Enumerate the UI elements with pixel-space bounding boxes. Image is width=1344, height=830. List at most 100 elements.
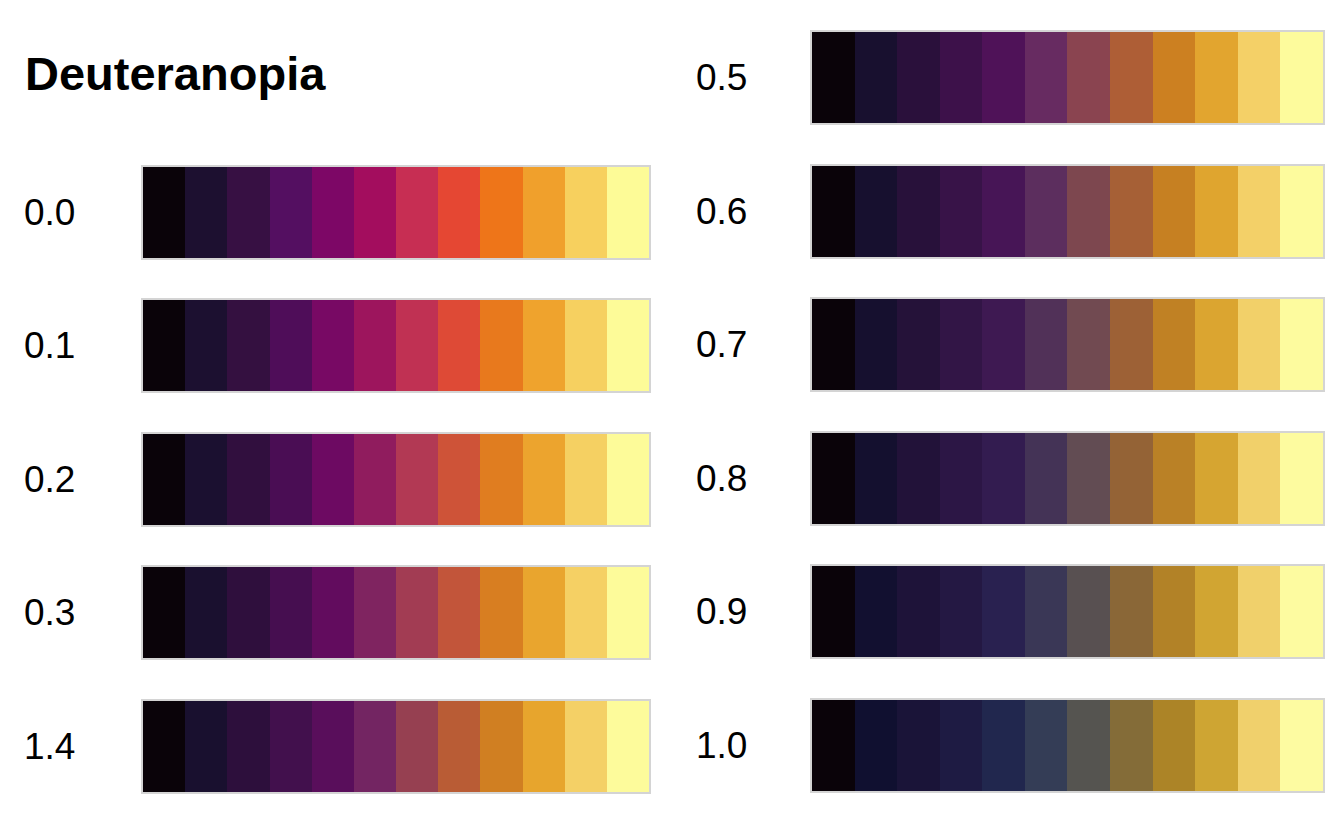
severity-label: 0.9 [696,564,786,659]
color-swatch [523,434,565,525]
color-swatch [1153,299,1196,390]
color-swatch [1067,166,1110,257]
color-swatch [354,434,396,525]
color-swatch [855,166,898,257]
color-swatch [1110,433,1153,524]
severity-label: 0.8 [696,431,786,526]
color-swatch [897,166,940,257]
color-swatch [1110,566,1153,657]
color-swatch [438,167,480,258]
color-swatch [1238,700,1281,791]
color-swatch [480,167,522,258]
color-swatch [143,300,185,391]
palette-swatch-bar [141,699,651,794]
color-swatch [396,434,438,525]
color-swatch [396,300,438,391]
color-swatch [1238,32,1281,123]
figure-canvas: Deuteranopia 0.00.10.20.31.40.50.60.70.8… [0,0,1344,830]
color-swatch [143,434,185,525]
color-swatch [185,167,227,258]
color-swatch [1195,566,1238,657]
color-swatch [812,433,855,524]
color-swatch [227,167,269,258]
color-swatch [1110,299,1153,390]
color-swatch [607,300,649,391]
color-swatch [143,567,185,658]
color-swatch [1067,700,1110,791]
palette-swatch-bar [141,565,651,660]
color-swatch [565,434,607,525]
color-swatch [1280,166,1323,257]
color-swatch [185,300,227,391]
color-swatch [227,567,269,658]
severity-label: 0.3 [24,565,114,660]
color-swatch [312,300,354,391]
color-swatch [982,299,1025,390]
color-swatch [312,167,354,258]
color-swatch [523,701,565,792]
severity-label: 0.1 [24,298,114,393]
color-swatch [565,567,607,658]
color-swatch [1110,700,1153,791]
color-swatch [1025,299,1068,390]
color-swatch [607,434,649,525]
palette-swatch-bar [141,432,651,527]
color-swatch [185,434,227,525]
color-swatch [480,434,522,525]
color-swatch [396,701,438,792]
severity-label: 1.4 [24,699,114,794]
color-swatch [1025,566,1068,657]
color-swatch [812,166,855,257]
color-swatch [855,32,898,123]
color-swatch [227,701,269,792]
color-swatch [982,166,1025,257]
color-swatch [1153,566,1196,657]
color-swatch [982,700,1025,791]
color-swatch [1153,433,1196,524]
color-swatch [940,299,983,390]
color-swatch [270,701,312,792]
color-swatch [897,700,940,791]
color-swatch [270,167,312,258]
color-swatch [354,567,396,658]
color-swatch [1195,433,1238,524]
color-swatch [812,566,855,657]
severity-label: 0.7 [696,297,786,392]
color-swatch [565,167,607,258]
figure-title: Deuteranopia [25,50,325,97]
color-swatch [1280,700,1323,791]
color-swatch [940,32,983,123]
color-swatch [1067,299,1110,390]
color-swatch [438,701,480,792]
color-swatch [480,701,522,792]
color-swatch [312,567,354,658]
color-swatch [396,167,438,258]
color-swatch [1238,566,1281,657]
color-swatch [855,299,898,390]
color-swatch [312,434,354,525]
color-swatch [1110,166,1153,257]
color-swatch [982,32,1025,123]
color-swatch [480,567,522,658]
severity-label: 0.5 [696,30,786,125]
color-swatch [523,300,565,391]
color-swatch [565,300,607,391]
color-swatch [1195,166,1238,257]
color-swatch [812,299,855,390]
color-swatch [1110,32,1153,123]
color-swatch [312,701,354,792]
severity-label: 0.0 [24,165,114,260]
color-swatch [227,434,269,525]
color-swatch [1280,299,1323,390]
color-swatch [1238,166,1281,257]
color-swatch [1067,566,1110,657]
palette-swatch-bar [810,164,1325,259]
color-swatch [1153,700,1196,791]
color-swatch [270,300,312,391]
color-swatch [982,433,1025,524]
palette-swatch-bar [810,431,1325,526]
color-swatch [607,567,649,658]
palette-swatch-bar [810,30,1325,125]
color-swatch [607,167,649,258]
color-swatch [523,167,565,258]
